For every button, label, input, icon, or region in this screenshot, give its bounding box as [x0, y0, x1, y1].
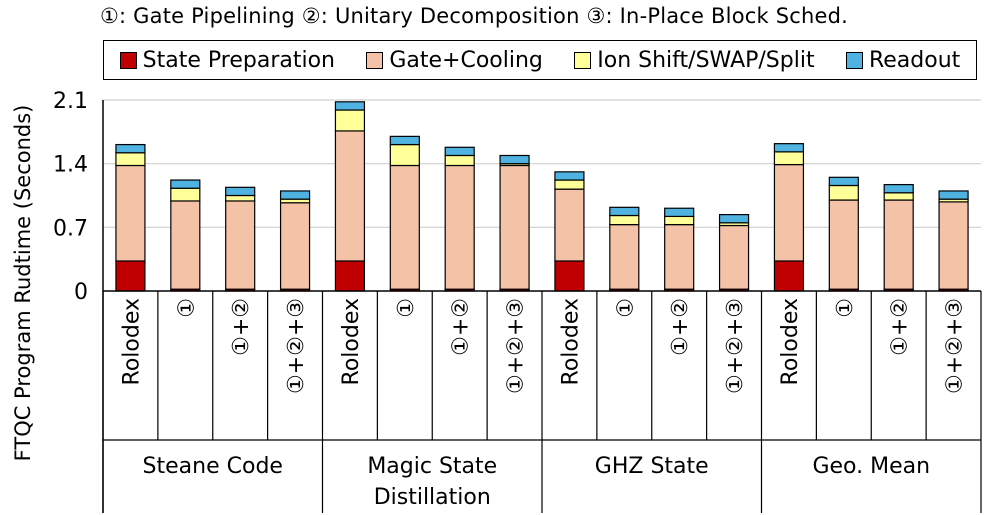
- legend-label-ion-shift: Ion Shift/SWAP/Split: [597, 47, 815, 73]
- bar-segment-ion-shift-swap-split: [334, 109, 366, 132]
- bar-segment-readout: [609, 206, 640, 217]
- x-tick-label: ①+②+③: [284, 298, 309, 394]
- bar-segment-ion-shift-swap-split: [115, 152, 146, 167]
- bar-segment-readout: [225, 186, 256, 197]
- x-tick-label: Rolodex: [119, 298, 144, 385]
- bar-segment-gate-cooling: [444, 164, 475, 290]
- legend-item-readout: Readout: [845, 47, 961, 73]
- x-tick-label: ①: [394, 298, 419, 318]
- bar-segment-gate-cooling: [279, 202, 311, 290]
- bar-segment-gate-cooling: [664, 224, 695, 290]
- bar-segment-readout: [938, 190, 969, 200]
- legend-label-state-preparation: State Preparation: [142, 47, 335, 73]
- x-tick-label: ①+②+③: [504, 298, 529, 394]
- legend-label-readout: Readout: [868, 47, 961, 73]
- bar-segment-gate-cooling: [554, 188, 585, 262]
- group-label: GHZ State: [595, 454, 709, 479]
- legend-item-gate-cooling: Gate+Cooling: [366, 48, 543, 73]
- bar-segment-state-preparation: [773, 260, 805, 292]
- x-tick-label: Rolodex: [558, 298, 583, 385]
- bar-segment-ion-shift-swap-split: [554, 179, 585, 190]
- legend-swatch-gate-cooling: [366, 51, 384, 69]
- bar-segment-gate-cooling: [389, 164, 420, 290]
- group-label: Magic State: [367, 454, 497, 479]
- group-label: Geo. Mean: [812, 454, 930, 479]
- y-tick-label: 0.7: [53, 216, 88, 241]
- bar-segment-readout: [828, 176, 859, 187]
- legend: State Preparation Gate+Cooling Ion Shift…: [103, 40, 977, 80]
- legend-swatch-readout: [845, 51, 863, 69]
- bar-segment-ion-shift-swap-split: [773, 151, 805, 166]
- bar-segment-ion-shift-swap-split: [225, 194, 256, 202]
- x-tick-label: ①+②+③: [943, 298, 968, 394]
- x-tick-label: Rolodex: [778, 298, 803, 385]
- bar-segment-readout: [554, 171, 585, 181]
- x-tick-label: ①+②: [888, 298, 913, 356]
- bar-segment-ion-shift-swap-split: [883, 192, 914, 201]
- bar-segment-ion-shift-swap-split: [609, 214, 640, 226]
- bar-segment-readout: [444, 146, 475, 157]
- x-tick-label: ①+②+③: [723, 298, 748, 394]
- bar-segment-readout: [664, 207, 695, 218]
- bar-segment-state-preparation: [334, 260, 366, 292]
- bar-segment-ion-shift-swap-split: [389, 143, 420, 167]
- bar-segment-gate-cooling: [334, 130, 366, 262]
- bar-segment-readout: [115, 143, 146, 154]
- legend-item-ion-shift: Ion Shift/SWAP/Split: [574, 47, 815, 73]
- legend-item-state-preparation: State Preparation: [119, 47, 335, 73]
- bar-segment-gate-cooling: [225, 200, 256, 290]
- x-tick-label: ①+②: [449, 298, 474, 356]
- y-tick-label: 1.4: [53, 153, 88, 178]
- bar-segment-readout: [718, 214, 750, 224]
- legend-swatch-state-preparation: [119, 51, 137, 69]
- bar-segment-gate-cooling: [773, 163, 805, 262]
- bar-segment-readout: [773, 143, 805, 153]
- bar-segment-readout: [279, 190, 311, 200]
- bar-segment-readout: [883, 183, 914, 194]
- bar-segment-gate-cooling: [499, 164, 530, 290]
- bar-segment-readout: [499, 154, 530, 165]
- x-tick-label: ①: [613, 298, 638, 318]
- bar-segment-ion-shift-swap-split: [828, 184, 859, 201]
- bar-segment-gate-cooling: [938, 201, 969, 290]
- bar-segment-ion-shift-swap-split: [170, 187, 201, 202]
- group-label: Steane Code: [143, 454, 283, 479]
- y-axis-label: FTQC Program Rudtime (Seconds): [11, 105, 35, 462]
- bar-segment-readout: [389, 135, 420, 146]
- y-tick-label: 2.1: [53, 89, 88, 114]
- bar-segment-gate-cooling: [609, 224, 640, 290]
- bar-segment-gate-cooling: [883, 199, 914, 290]
- legend-label-gate-cooling: Gate+Cooling: [389, 47, 543, 73]
- bar-segment-ion-shift-swap-split: [444, 154, 475, 167]
- legend-swatch-ion-shift: [574, 51, 592, 69]
- x-tick-label: ①+②: [668, 298, 693, 356]
- bar-segment-gate-cooling: [828, 199, 859, 290]
- x-tick-label: Rolodex: [339, 298, 364, 385]
- bar-segment-gate-cooling: [170, 200, 201, 290]
- x-tick-label: ①: [174, 298, 199, 318]
- bar-segment-gate-cooling: [718, 224, 750, 290]
- y-tick-label: 0: [74, 280, 88, 305]
- bar-segment-readout: [170, 179, 201, 189]
- x-tick-label: ①+②: [229, 298, 254, 356]
- bar-segment-gate-cooling: [115, 164, 146, 262]
- bar-segment-state-preparation: [115, 260, 146, 292]
- group-label: Distillation: [374, 485, 491, 510]
- bar-segment-ion-shift-swap-split: [664, 215, 695, 226]
- bar-segment-state-preparation: [554, 260, 585, 292]
- chart-title: ①: Gate Pipelining ②: Unitary Decomposit…: [100, 4, 849, 28]
- x-tick-label: ①: [833, 298, 858, 318]
- bar-segment-readout: [334, 101, 366, 111]
